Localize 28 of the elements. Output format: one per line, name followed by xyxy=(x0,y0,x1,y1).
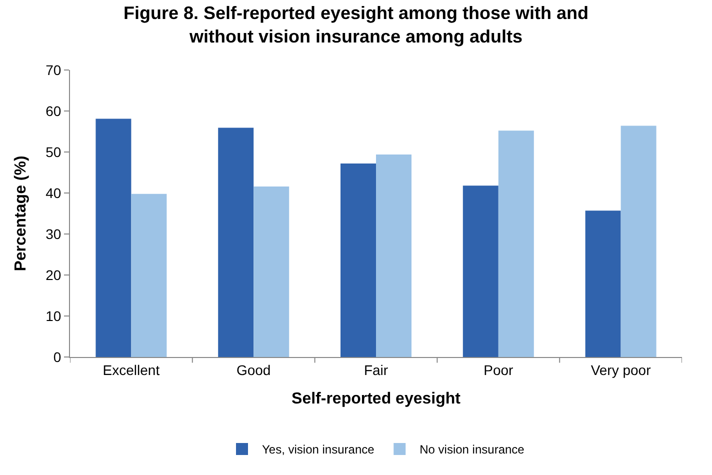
bar xyxy=(254,186,290,357)
chart-title: Figure 8. Self-reported eyesight among those with and without vision insurance among adults xyxy=(123,3,589,46)
y-axis-title: Percentage (%) xyxy=(12,156,30,272)
bar xyxy=(96,118,132,357)
y-tick-label: 50 xyxy=(46,144,62,160)
x-axis-title: Self-reported eyesight xyxy=(292,390,462,408)
bar xyxy=(218,128,254,357)
y-tick-label: 60 xyxy=(46,102,62,119)
legend-label: No vision insurance xyxy=(420,442,525,457)
x-tick-label: Excellent xyxy=(102,362,160,378)
y-tick-label: 10 xyxy=(46,308,62,324)
bar xyxy=(585,210,621,357)
bar xyxy=(340,163,376,357)
bar xyxy=(376,154,412,357)
legend-label: Yes, vision insurance xyxy=(262,442,375,457)
x-tick-label: Fair xyxy=(364,362,388,378)
bar xyxy=(620,126,656,357)
x-tick-label: Good xyxy=(236,362,271,378)
x-tick-label: Poor xyxy=(484,362,514,378)
y-tick-label: 40 xyxy=(46,184,62,201)
y-tick-label: 0 xyxy=(53,348,62,365)
bar xyxy=(498,130,534,357)
y-tick-label: 20 xyxy=(46,266,62,283)
y-tick-label: 70 xyxy=(46,62,62,78)
x-tick-label: Very poor xyxy=(590,362,652,378)
y-tick-label: 30 xyxy=(46,226,62,242)
bar xyxy=(462,186,498,357)
bar xyxy=(131,194,167,357)
